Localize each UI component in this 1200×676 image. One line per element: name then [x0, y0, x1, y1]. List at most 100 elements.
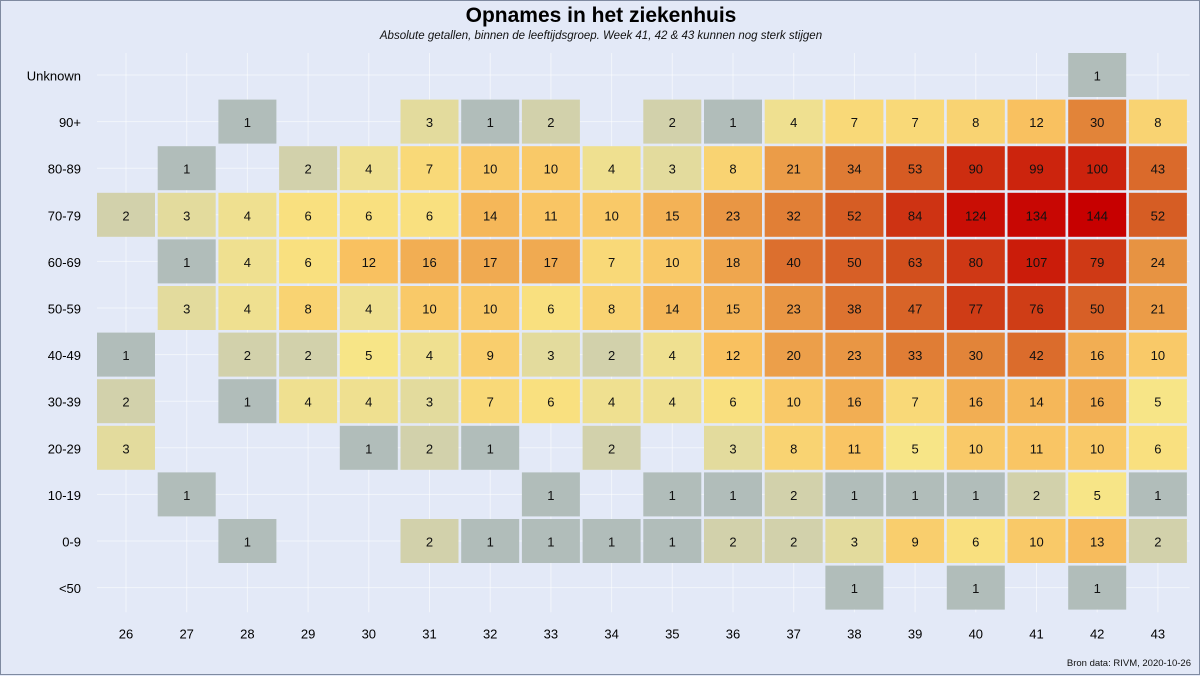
cell-value-label: 1: [183, 255, 190, 270]
cell-value-label: 2: [426, 535, 433, 550]
heatmap-cell: [1068, 332, 1127, 377]
heatmap-cell: [825, 286, 884, 330]
heatmap-cell: [461, 286, 520, 330]
heatmap-cell: [1068, 519, 1127, 563]
heatmap-cell: [825, 379, 884, 424]
cell-value-label: 16: [422, 255, 436, 270]
cell-value-label: 1: [972, 581, 979, 596]
heatmap-cell: [582, 379, 641, 424]
cell-value-label: 63: [908, 255, 922, 270]
heatmap-cell: [97, 425, 155, 470]
cell-value-label: 10: [969, 441, 983, 456]
heatmap-cell: [1007, 332, 1066, 377]
heatmap-cell: [279, 192, 338, 237]
cell-value-label: 8: [1154, 115, 1161, 130]
heatmap-cell: [521, 519, 580, 563]
cell-value-label: 2: [304, 162, 311, 177]
heatmap-cell: [521, 379, 580, 424]
heatmap-cell: [886, 286, 945, 330]
heatmap-cell: [157, 472, 216, 517]
heatmap-cell: [1128, 286, 1187, 330]
heatmap-cell: [643, 239, 702, 284]
heatmap-cell: [400, 99, 459, 144]
heatmap-cell: [825, 519, 884, 563]
heatmap-cell: [461, 192, 520, 237]
cell-value-label: 2: [122, 208, 129, 223]
cell-value-label: 1: [244, 115, 251, 130]
heatmap-cell: [400, 332, 459, 377]
heatmap-cell: [339, 239, 398, 284]
cell-value-label: 8: [729, 162, 736, 177]
cell-value-label: 84: [908, 208, 922, 223]
cell-value-label: 7: [487, 395, 494, 410]
cell-value-label: 14: [483, 208, 497, 223]
cell-value-label: 21: [1151, 302, 1165, 317]
heatmap-cell: [946, 146, 1005, 191]
heatmap-cell: [521, 286, 580, 330]
heatmap-cell: [764, 99, 823, 144]
cell-value-label: 1: [608, 535, 615, 550]
heatmap-cell: [764, 286, 823, 330]
x-tick-label: 29: [301, 627, 315, 642]
heatmap-cell: [461, 332, 520, 377]
cell-value-label: 4: [669, 395, 676, 410]
heatmap-cell: [704, 146, 762, 191]
cell-value-label: 12: [1029, 115, 1043, 130]
x-tick-label: 37: [786, 627, 800, 642]
cell-value-label: 144: [1086, 208, 1108, 223]
cell-value-label: 4: [426, 348, 433, 363]
heatmap-cell: [704, 192, 762, 237]
heatmap-cell: [339, 286, 398, 330]
heatmap-cell: [825, 425, 884, 470]
y-tick-label: 80-89: [48, 162, 81, 177]
cell-value-label: 1: [487, 115, 494, 130]
cell-value-label: 1: [183, 162, 190, 177]
x-tick-label: 35: [665, 627, 679, 642]
cell-value-label: 1: [972, 488, 979, 503]
heatmap-cell: [946, 332, 1005, 377]
x-tick-label: 28: [240, 627, 254, 642]
heatmap-cell: [886, 146, 945, 191]
heatmap-cell: [461, 99, 520, 144]
cell-value-label: 7: [911, 115, 918, 130]
heatmap-cell: [1068, 146, 1127, 191]
cell-value-label: 20: [786, 348, 800, 363]
cell-value-label: 1: [487, 441, 494, 456]
heatmap-cell: [97, 332, 155, 377]
heatmap-cell: [886, 519, 945, 563]
heatmap-cell: [643, 472, 702, 517]
cell-value-label: 7: [608, 255, 615, 270]
heatmap-cell: [886, 379, 945, 424]
cell-value-label: 3: [426, 395, 433, 410]
cell-value-label: 3: [729, 441, 736, 456]
heatmap-cell: [643, 146, 702, 191]
y-tick-label: 70-79: [48, 208, 81, 223]
y-tick-label: 40-49: [48, 348, 81, 363]
cell-value-label: 23: [847, 348, 861, 363]
source-note: Bron data: RIVM, 2020-10-26: [1066, 658, 1191, 669]
heatmap-cell: [1007, 192, 1066, 237]
cell-value-label: 5: [1094, 488, 1101, 503]
cell-value-label: 134: [1026, 208, 1048, 223]
heatmap-cell: [339, 192, 398, 237]
x-tick-label: 43: [1151, 627, 1165, 642]
heatmap-cell: [764, 239, 823, 284]
cell-value-label: 1: [244, 535, 251, 550]
cell-value-label: 15: [726, 302, 740, 317]
heatmap-cell: [1128, 239, 1187, 284]
cell-value-label: 18: [726, 255, 740, 270]
cell-value-label: 23: [786, 302, 800, 317]
heatmap-cell: [886, 332, 945, 377]
heatmap-cell: [582, 519, 641, 563]
heatmap-cell: [582, 286, 641, 330]
heatmap-cell: [461, 146, 520, 191]
cell-value-label: 1: [547, 488, 554, 503]
cell-value-label: 1: [183, 488, 190, 503]
y-tick-label: 20-29: [48, 441, 81, 456]
heatmap-cell: [1128, 472, 1187, 517]
cell-value-label: 4: [669, 348, 676, 363]
heatmap-cell: [1068, 192, 1127, 237]
heatmap-cell: [704, 332, 762, 377]
heatmap-cell: [400, 239, 459, 284]
heatmap-cell: [825, 99, 884, 144]
